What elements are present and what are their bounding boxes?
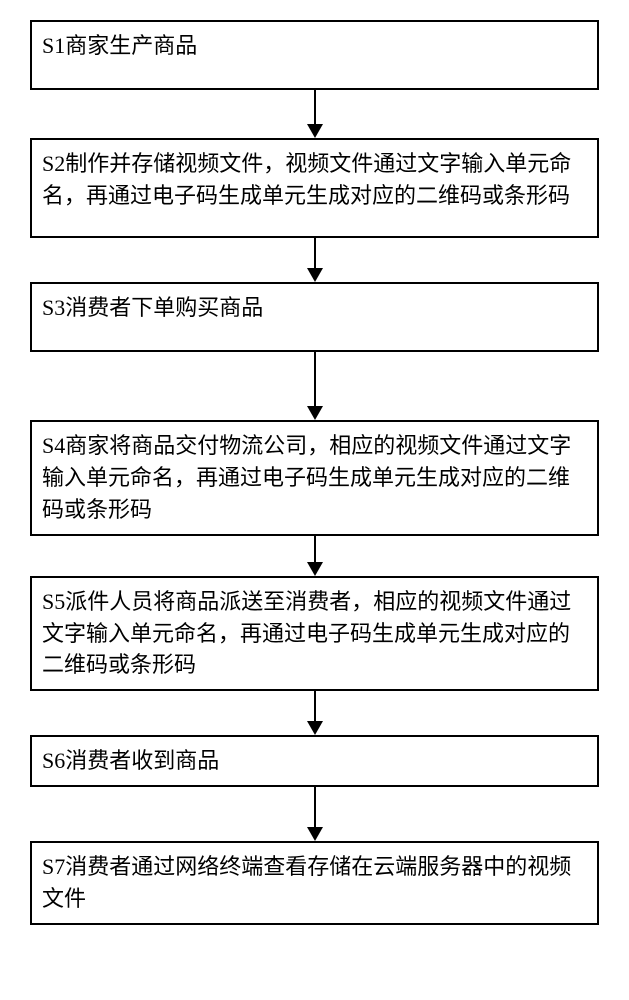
step-label: S7消费者通过网络终端查看存储在云端服务器中的视频文件 [42,854,571,911]
step-s2: S2制作并存储视频文件，视频文件通过文字输入单元命名，再通过电子码生成单元生成对… [30,138,599,238]
arrow-icon [307,352,323,420]
arrow-icon [307,238,323,282]
step-s7: S7消费者通过网络终端查看存储在云端服务器中的视频文件 [30,841,599,925]
arrow-icon [307,787,323,841]
step-s1: S1商家生产商品 [30,20,599,90]
arrow-icon [307,691,323,735]
step-label: S4商家将商品交付物流公司，相应的视频文件通过文字输入单元命名，再通过电子码生成… [42,433,571,522]
step-label: S2制作并存储视频文件，视频文件通过文字输入单元命名，再通过电子码生成单元生成对… [42,151,571,208]
flowchart-container: S1商家生产商品 S2制作并存储视频文件，视频文件通过文字输入单元命名，再通过电… [30,20,599,925]
step-label: S1商家生产商品 [42,33,197,58]
arrow-icon [307,90,323,138]
arrow-icon [307,536,323,576]
step-s5: S5派件人员将商品派送至消费者，相应的视频文件通过文字输入单元命名，再通过电子码… [30,576,599,692]
step-label: S6消费者收到商品 [42,748,219,773]
step-s6: S6消费者收到商品 [30,735,599,787]
step-label: S5派件人员将商品派送至消费者，相应的视频文件通过文字输入单元命名，再通过电子码… [42,589,571,678]
step-label: S3消费者下单购买商品 [42,295,263,320]
step-s3: S3消费者下单购买商品 [30,282,599,352]
step-s4: S4商家将商品交付物流公司，相应的视频文件通过文字输入单元命名，再通过电子码生成… [30,420,599,536]
